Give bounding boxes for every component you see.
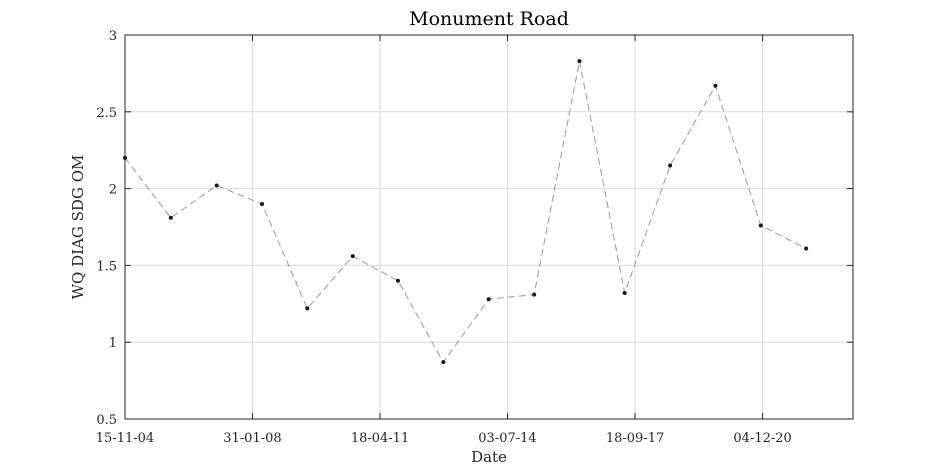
data-point (758, 223, 763, 228)
tick-labels: 15-11-04 31-01-08 18-04-11 03-07-14 18-09-17… (96, 29, 792, 446)
data-point (305, 306, 310, 311)
x-tick-label: 03-07-14 (478, 431, 536, 446)
tick-marks (124, 34, 853, 420)
data-point (804, 246, 809, 251)
x-tick-label: 18-04-11 (351, 431, 409, 446)
chart-title: Monument Road (409, 8, 569, 30)
data-point (123, 155, 127, 160)
x-axis-label: Date (471, 448, 507, 466)
data-point (350, 254, 355, 259)
plot-frame (124, 34, 854, 420)
x-tick-label: 04-12-20 (733, 431, 791, 446)
y-tick-label: 3 (109, 29, 117, 44)
y-tick-label: 1.5 (96, 259, 117, 274)
x-tick-label: 31-01-08 (223, 431, 281, 446)
series-line (124, 61, 807, 364)
data-point (168, 215, 173, 220)
data-point (395, 278, 400, 283)
data-point (260, 201, 265, 206)
data-point (486, 297, 491, 302)
data-point (622, 291, 627, 296)
y-tick-label: 2 (109, 183, 117, 198)
y-tick-label: 2.5 (96, 106, 117, 121)
x-tick-label: 15-11-04 (96, 431, 154, 446)
data-point (577, 59, 582, 64)
data-point (214, 183, 219, 188)
series-markers (123, 59, 809, 365)
y-tick-label: 1 (109, 336, 117, 351)
x-tick-label: 18-09-17 (606, 431, 664, 446)
y-tick-label: 0.5 (96, 413, 117, 428)
y-axis-label: WQ DIAG SDG OM (69, 155, 87, 300)
data-point (713, 83, 718, 88)
data-point (532, 292, 537, 297)
data-point (668, 163, 673, 168)
data-point (441, 360, 446, 365)
